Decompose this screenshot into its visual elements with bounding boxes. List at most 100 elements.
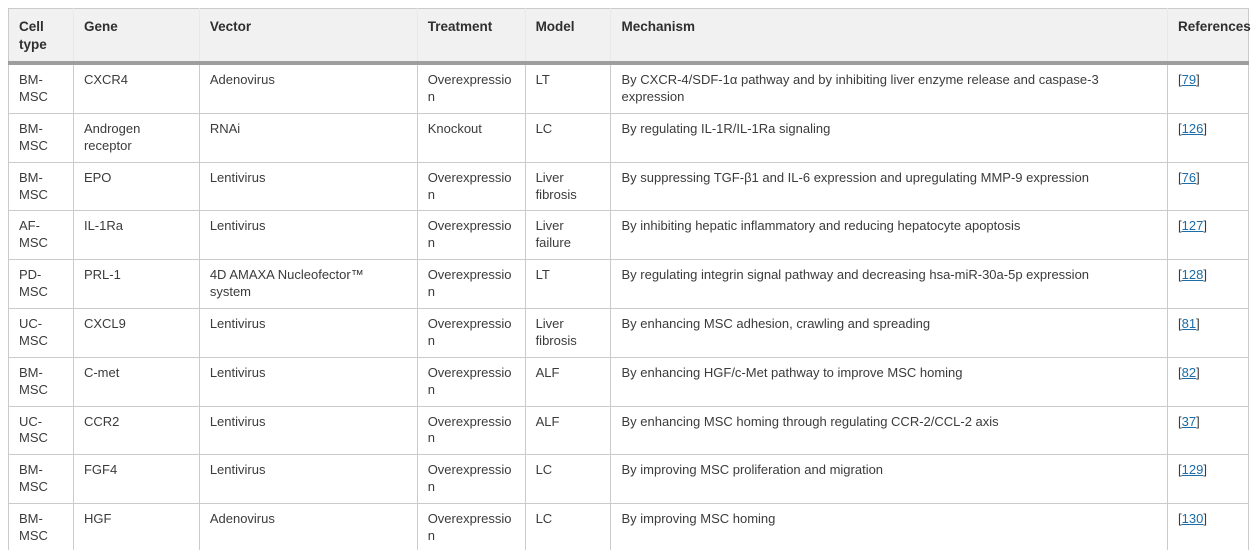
cell-gene: CCR2: [72, 405, 200, 456]
cell-cell_type: BM-MSC: [8, 62, 74, 114]
cell-treatment: Overexpression: [416, 454, 526, 505]
reference-bracket-close: ]: [1196, 364, 1200, 380]
reference-link[interactable]: 127: [1181, 218, 1204, 234]
cell-treatment: Overexpression: [416, 405, 526, 456]
reference-link[interactable]: 130: [1181, 511, 1204, 527]
cell-mechanism: By CXCR-4/SDF-1α pathway and by inhibiti…: [610, 62, 1168, 114]
reference-bracket-close: ]: [1196, 316, 1200, 331]
cell-references: [130]: [1167, 503, 1249, 550]
cell-gene: PRL-1: [72, 259, 200, 309]
reference-bracket-close: ]: [1196, 169, 1200, 185]
cell-cell_type: UC-MSC: [8, 405, 74, 456]
reference-link[interactable]: 129: [1181, 462, 1204, 478]
cell-vector: Lentivirus: [198, 308, 418, 358]
table-row: BM-MSC C-met Lentivirus Overexpression ALF By…: [8, 356, 1249, 407]
table-row: UC-MSC CXCL9 Lentivirus Overexpression Liver…: [8, 308, 1249, 358]
cell-mechanism: By enhancing MSC homing through regulati…: [610, 405, 1168, 456]
table-row: BM-MSC EPO Lentivirus Overexpression Liver f…: [8, 161, 1249, 212]
cell-vector: Lentivirus: [198, 454, 418, 505]
cell-vector: Lentivirus: [198, 405, 418, 456]
cell-model: Liver fibrosis: [524, 308, 612, 358]
cell-treatment: Knockout: [416, 112, 526, 163]
cell-vector: Lentivirus: [198, 161, 418, 212]
table-body: BM-MSC CXCR4 Adenovirus Overexpression LT By …: [8, 62, 1249, 550]
reference-bracket-open: [: [1178, 169, 1182, 185]
cell-model: LC: [524, 503, 612, 550]
cell-cell_type: UC-MSC: [8, 308, 74, 358]
reference-bracket-close: ]: [1196, 413, 1200, 429]
cell-mechanism: By suppressing TGF-β1 and IL-6 expressio…: [610, 161, 1168, 212]
table-header: Cell type Gene Vector Treatment Model Mechani…: [8, 8, 1251, 66]
cell-vector: Adenovirus: [198, 62, 418, 114]
cell-references: [37]: [1167, 405, 1249, 456]
reference-bracket-open: [: [1178, 364, 1182, 380]
header-row: Cell type Gene Vector Treatment Model Mechani…: [8, 8, 1251, 66]
cell-vector: Lentivirus: [198, 356, 418, 407]
cell-mechanism: By enhancing MSC adhesion, crawling and …: [610, 308, 1168, 358]
cell-mechanism: By enhancing HGF/c-Met pathway to improv…: [610, 356, 1168, 407]
column-header-mechanism: Mechanism: [610, 8, 1168, 66]
cell-gene: Androgen receptor: [72, 112, 200, 163]
cell-references: [126]: [1167, 112, 1249, 163]
cell-vector: Lentivirus: [198, 210, 418, 261]
cell-cell_type: BM-MSC: [8, 454, 74, 505]
cell-treatment: Overexpression: [416, 161, 526, 212]
reference-bracket-close: ]: [1203, 120, 1207, 136]
column-header-model: Model: [524, 8, 611, 66]
reference-bracket-open: [: [1178, 120, 1182, 136]
cell-cell_type: BM-MSC: [8, 356, 74, 407]
reference-bracket-close: ]: [1203, 462, 1207, 478]
cell-vector: 4D AMAXA Nucleofector™ system: [198, 259, 418, 309]
cell-mechanism: By improving MSC homing: [610, 503, 1168, 550]
cell-treatment: Overexpression: [416, 308, 526, 358]
reference-bracket-close: ]: [1203, 267, 1207, 283]
cell-gene: HGF: [72, 503, 200, 550]
cell-cell_type: PD-MSC: [8, 259, 74, 309]
reference-bracket-open: [: [1178, 267, 1182, 283]
cell-model: LC: [524, 112, 612, 163]
cell-gene: FGF4: [72, 454, 200, 505]
column-header-vector: Vector: [198, 8, 418, 66]
cell-cell_type: AF-MSC: [8, 210, 74, 261]
reference-bracket-open: [: [1178, 462, 1182, 478]
cell-treatment: Overexpression: [416, 356, 526, 407]
table-row: BM-MSC Androgen receptor RNAi Knockout LC By …: [8, 112, 1249, 163]
table-row: BM-MSC FGF4 Lentivirus Overexpression LC By i…: [8, 454, 1249, 505]
cell-mechanism: By regulating IL-1R/IL-1Ra signaling: [610, 112, 1168, 163]
cell-gene: CXCR4: [72, 62, 200, 114]
reference-link[interactable]: 128: [1181, 267, 1204, 283]
cell-gene: CXCL9: [72, 308, 200, 358]
column-header-cell_type: Cell type: [8, 8, 74, 66]
reference-link[interactable]: 37: [1181, 413, 1197, 429]
table-row: UC-MSC CCR2 Lentivirus Overexpression ALF By …: [8, 405, 1249, 456]
reference-link[interactable]: 79: [1181, 72, 1197, 88]
table-row: PD-MSC PRL-1 4D AMAXA Nucleofector™ system…: [8, 259, 1249, 309]
cell-model: ALF: [524, 405, 612, 456]
reference-link[interactable]: 126: [1181, 120, 1204, 136]
cell-treatment: Overexpression: [416, 503, 526, 550]
cell-mechanism: By regulating integrin signal pathway an…: [610, 259, 1168, 309]
cell-vector: RNAi: [198, 112, 418, 163]
cell-gene: EPO: [72, 161, 200, 212]
cell-cell_type: BM-MSC: [8, 161, 74, 212]
cell-references: [81]: [1167, 308, 1249, 358]
cell-vector: Adenovirus: [198, 503, 418, 550]
reference-link[interactable]: 81: [1181, 316, 1197, 331]
cell-model: ALF: [524, 356, 612, 407]
reference-bracket-open: [: [1178, 511, 1182, 527]
reference-bracket-open: [: [1178, 413, 1182, 429]
cell-mechanism: By improving MSC proliferation and migra…: [610, 454, 1168, 505]
cell-model: LC: [524, 454, 612, 505]
reference-link[interactable]: 76: [1181, 169, 1197, 185]
cell-references: [127]: [1167, 210, 1249, 261]
column-header-references: References: [1167, 8, 1251, 66]
reference-bracket-close: ]: [1203, 218, 1207, 234]
cell-references: [76]: [1167, 161, 1249, 212]
cell-treatment: Overexpression: [416, 62, 526, 114]
cell-cell_type: BM-MSC: [8, 503, 74, 550]
reference-bracket-open: [: [1178, 72, 1182, 88]
cell-references: [129]: [1167, 454, 1249, 505]
cell-references: [128]: [1167, 259, 1249, 309]
reference-link[interactable]: 82: [1181, 364, 1197, 380]
